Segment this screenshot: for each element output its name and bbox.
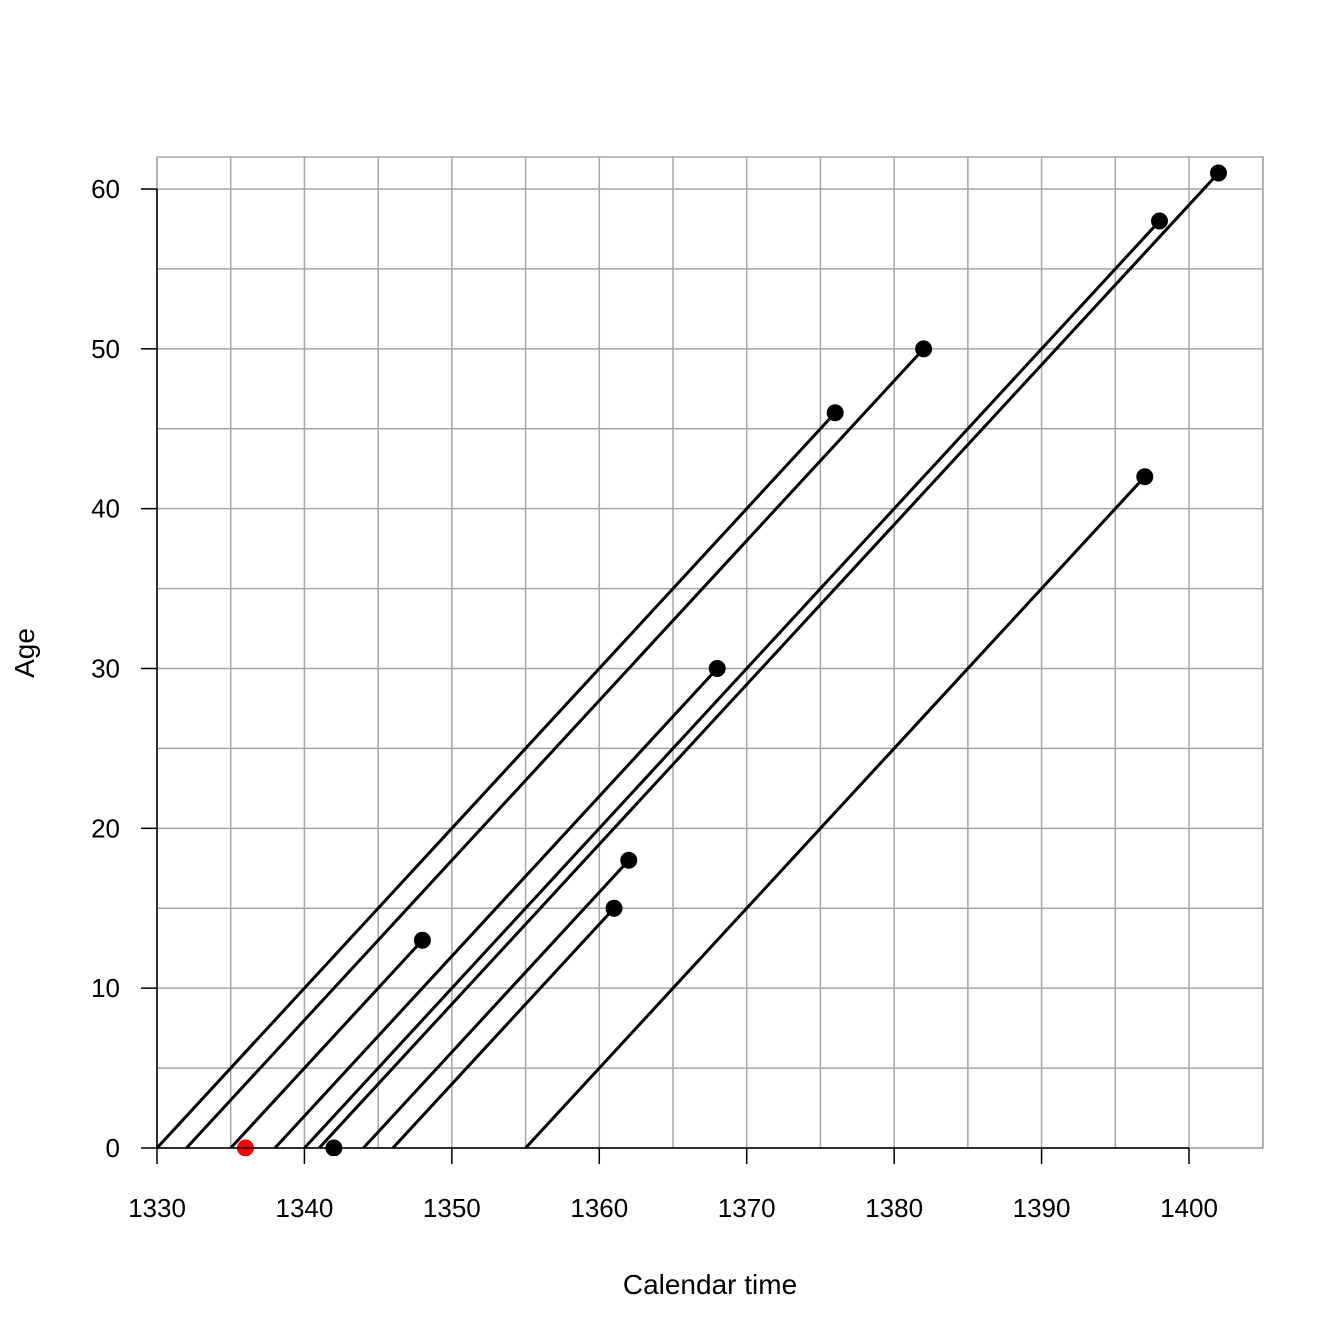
- event-point: [1151, 212, 1169, 230]
- event-point: [1209, 164, 1227, 182]
- event-point: [708, 660, 726, 677]
- lifeline: [229, 939, 424, 1150]
- lifelines: [156, 171, 1220, 1150]
- y-tick-label: 20: [91, 813, 120, 843]
- y-axis-title: Age: [9, 628, 40, 678]
- event-point: [413, 931, 431, 949]
- lifeline: [318, 171, 1220, 1150]
- x-tick-label: 1350: [423, 1193, 481, 1223]
- y-tick-label: 50: [91, 334, 120, 364]
- lifeline: [362, 859, 630, 1150]
- lifeline: [185, 347, 925, 1150]
- lifeline: [303, 219, 1161, 1150]
- event-point: [1136, 468, 1154, 486]
- y-tick-label: 0: [106, 1133, 120, 1163]
- axes: 1330 1340 1350 1360 1370 1380 1390 1400 0 10 20 30 4…: [91, 174, 1218, 1223]
- y-tick-label: 40: [91, 494, 120, 524]
- y-tick-label: 30: [91, 654, 120, 684]
- y-tick-label: 10: [91, 973, 120, 1003]
- lifeline: [391, 907, 616, 1150]
- x-tick-label: 1370: [718, 1193, 776, 1223]
- lifeline: [524, 475, 1146, 1150]
- lifeline: [273, 667, 719, 1150]
- event-point: [605, 899, 623, 917]
- event-point: [915, 340, 933, 358]
- x-tick-label: 1380: [865, 1193, 923, 1223]
- lifeline: [156, 411, 837, 1150]
- x-tick-label: 1390: [1013, 1193, 1071, 1223]
- x-tick-label: 1340: [276, 1193, 334, 1223]
- event-point: [826, 404, 844, 422]
- x-tick-label: 1360: [570, 1193, 628, 1223]
- event-point: [620, 851, 638, 869]
- x-axis-title: Calendar time: [623, 1269, 797, 1300]
- y-tick-label: 60: [91, 174, 120, 204]
- x-tick-label: 1330: [128, 1193, 186, 1223]
- x-tick-label: 1400: [1160, 1193, 1218, 1223]
- grid: [156, 157, 1264, 1149]
- event-points: [236, 164, 1227, 1156]
